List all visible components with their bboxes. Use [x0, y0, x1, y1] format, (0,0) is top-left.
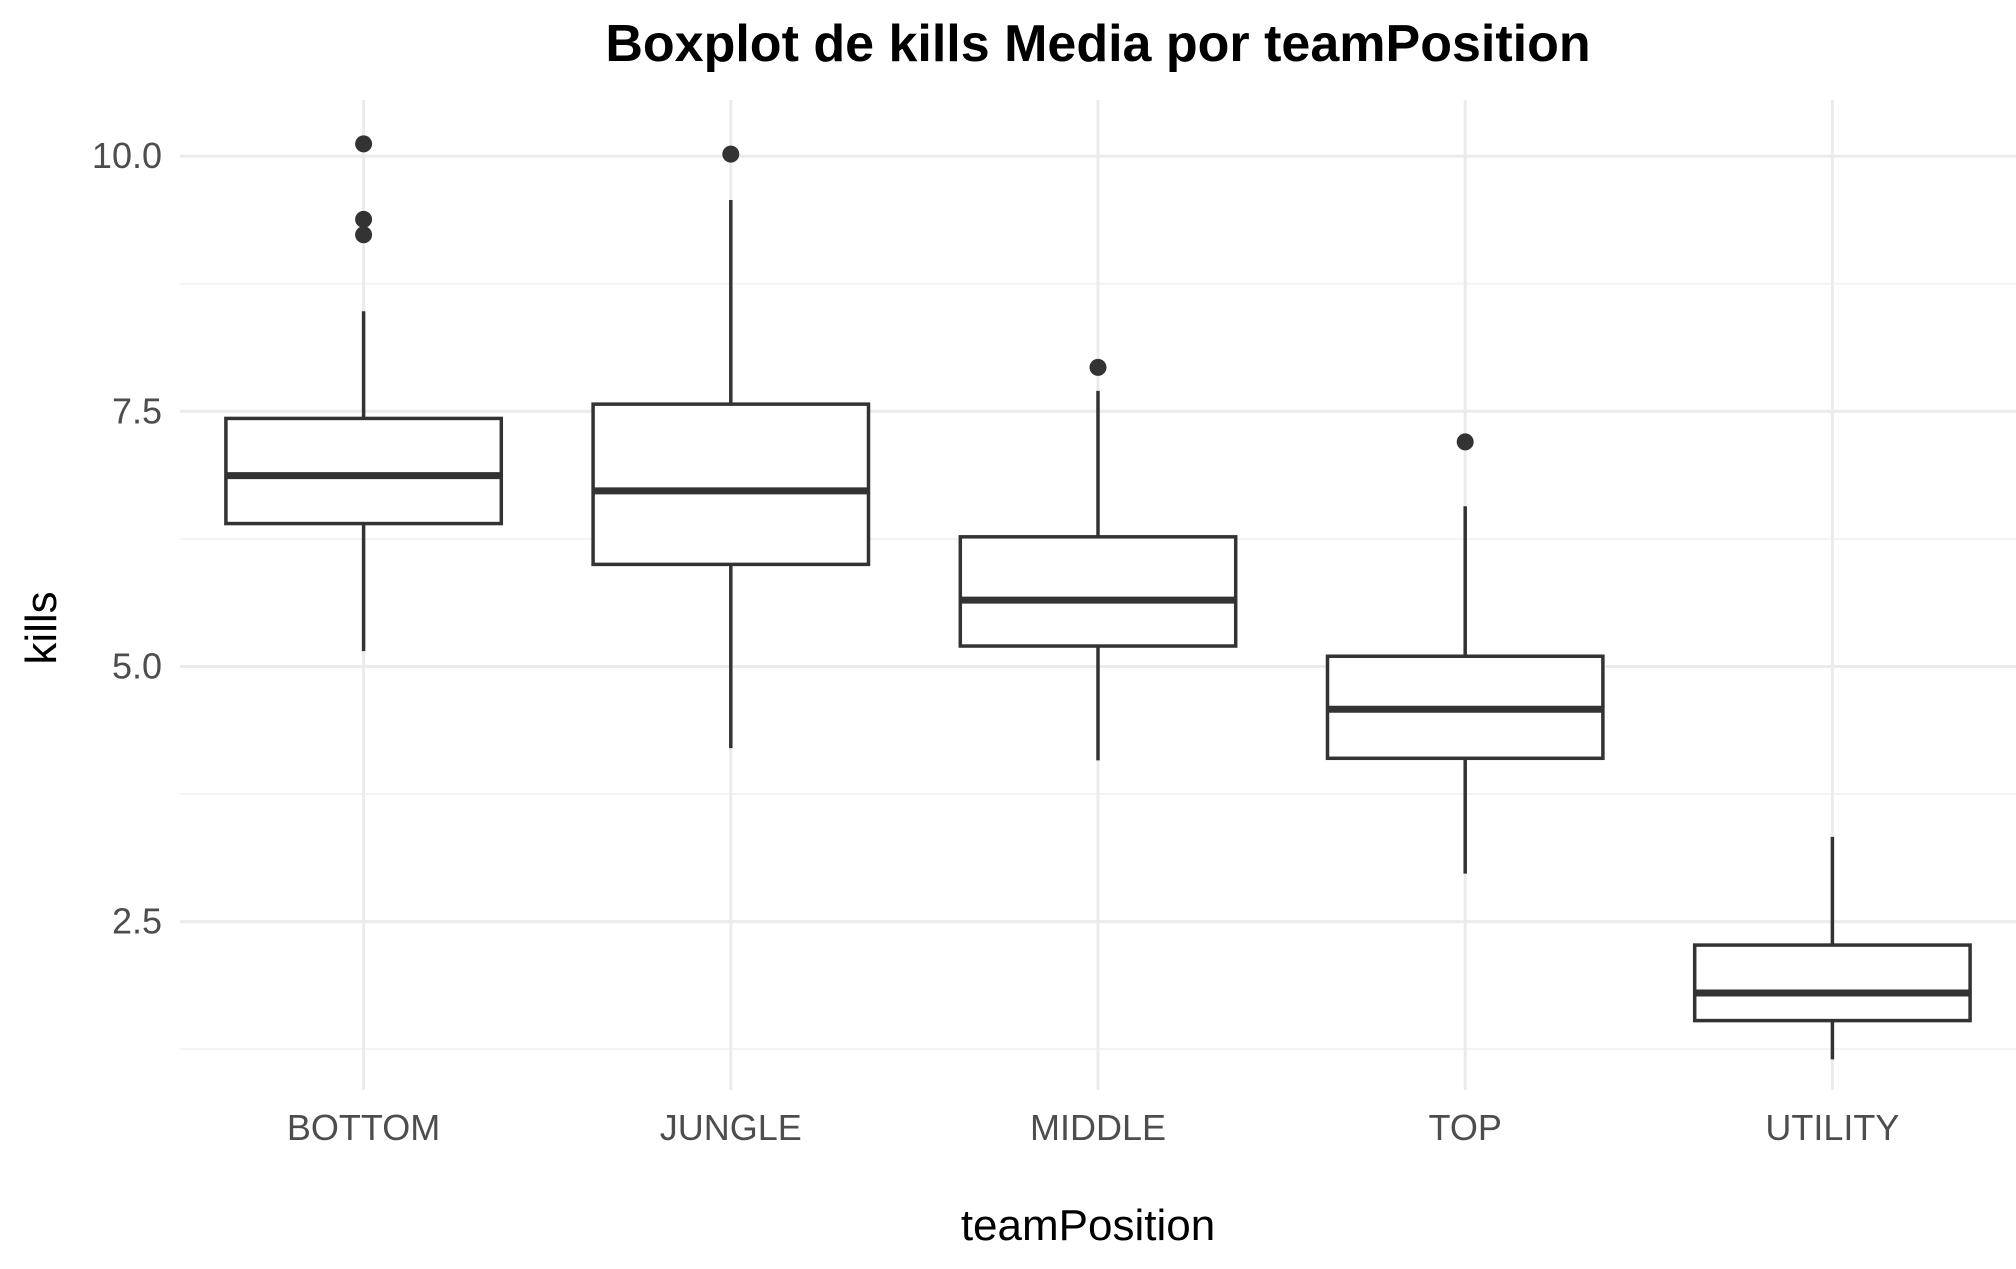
outlier-point — [1089, 358, 1107, 376]
y-tick-labels: 2.5 5.0 7.5 10.0 — [92, 135, 162, 941]
box-body — [958, 535, 1238, 648]
x-axis-title: teamPosition — [961, 1201, 1215, 1250]
y-tick-label: 2.5 — [112, 901, 162, 942]
y-axis-title: kills — [17, 591, 66, 664]
x-tick-label: BOTTOM — [287, 1107, 440, 1148]
x-tick-label: JUNGLE — [660, 1107, 802, 1148]
box-body — [1692, 943, 1972, 1023]
box-top — [1325, 433, 1605, 874]
x-tick-label: TOP — [1429, 1107, 1502, 1148]
box-jungle — [591, 145, 871, 749]
box-bottom — [224, 135, 504, 652]
outlier-point — [355, 226, 373, 244]
x-tick-labels: BOTTOM JUNGLE MIDDLE TOP UTILITY — [287, 1107, 1899, 1148]
chart-title: Boxplot de kills Media por teamPosition — [605, 15, 1591, 73]
outlier-point — [722, 145, 740, 163]
y-tick-label: 10.0 — [92, 135, 162, 176]
y-tick-label: 7.5 — [112, 390, 162, 431]
outlier-point — [355, 135, 373, 153]
box-middle — [958, 358, 1238, 761]
box-utility — [1692, 836, 1972, 1060]
outlier-point — [355, 210, 373, 228]
x-tick-label: MIDDLE — [1030, 1107, 1166, 1148]
outlier-point — [1456, 433, 1474, 451]
box-body — [224, 416, 504, 526]
box-body — [591, 402, 871, 567]
y-tick-label: 5.0 — [112, 645, 162, 686]
boxes-layer — [224, 135, 1972, 1060]
x-tick-label: UTILITY — [1765, 1107, 1899, 1148]
